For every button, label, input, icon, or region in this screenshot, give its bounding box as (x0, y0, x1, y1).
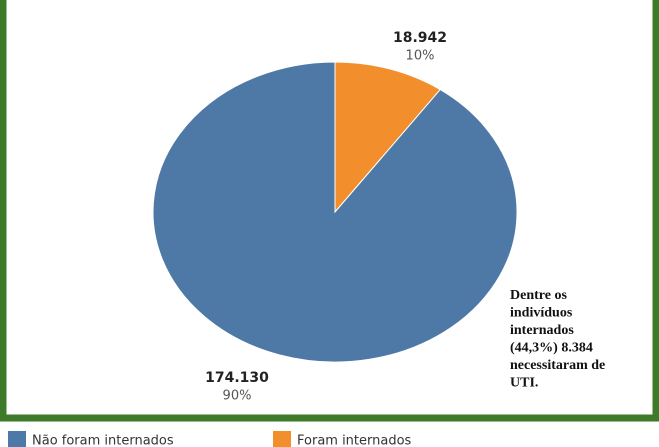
legend-label: Foram internados (297, 434, 412, 447)
legend-label: Não foram internados (32, 434, 174, 447)
value-label: 174.130 (205, 370, 269, 386)
pie-slice (334, 61, 441, 214)
annotation: internados (510, 323, 574, 338)
annotation: (44,3%) 8.384 (510, 341, 593, 356)
annotation: indivíduos (510, 306, 573, 321)
percent-label: 90% (223, 389, 252, 404)
annotation: necessitaram de (510, 358, 605, 373)
value-label: 18.942 (393, 30, 447, 46)
pie-slice (152, 61, 518, 363)
annotation: UTI. (510, 376, 538, 391)
legend-swatch (273, 431, 291, 447)
annotation: Dentre os (510, 288, 567, 303)
legend-swatch (8, 431, 26, 447)
percent-label: 10% (406, 49, 435, 64)
